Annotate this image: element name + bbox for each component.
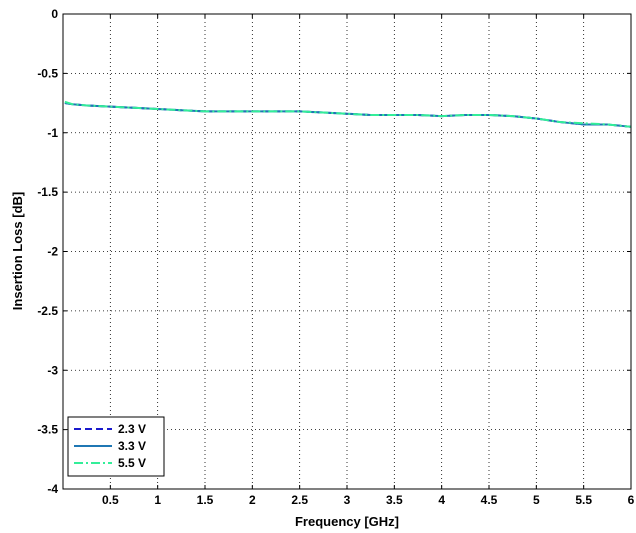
- x-axis-ticks: 0.5 1 1.5 2 2.5 3 3.5 4 4.5 5 5.5 6: [102, 14, 635, 507]
- x-tick-label: 3.5: [386, 493, 403, 507]
- x-tick-label: 4.5: [481, 493, 498, 507]
- y-tick-label: -4: [47, 482, 58, 496]
- y-tick-label: -3: [47, 363, 58, 377]
- x-tick-label: 5.5: [575, 493, 592, 507]
- y-axis-title: Insertion Loss [dB]: [10, 192, 25, 310]
- series-layer: [64, 100, 632, 128]
- y-axis-ticks: 0 -0.5 -1 -1.5 -2 -2.5 -3 -3.5 -4: [37, 7, 631, 496]
- y-tick-label: -2: [47, 245, 58, 259]
- legend-label: 3.3 V: [118, 439, 146, 453]
- x-tick-label: 1.5: [197, 493, 214, 507]
- legend-label: 2.3 V: [118, 422, 146, 436]
- x-tick-label: 1: [154, 493, 161, 507]
- x-tick-label: 2: [249, 493, 256, 507]
- legend-label: 5.5 V: [118, 456, 146, 470]
- y-tick-label: -3.5: [37, 423, 58, 437]
- x-tick-label: 6: [628, 493, 635, 507]
- y-tick-label: -2.5: [37, 304, 58, 318]
- y-tick-label: 0: [51, 7, 58, 21]
- grid: [63, 14, 631, 489]
- x-tick-label: 5: [533, 493, 540, 507]
- y-tick-label: -1.5: [37, 185, 58, 199]
- x-axis-title: Frequency [GHz]: [295, 514, 399, 529]
- x-tick-label: 4: [438, 493, 445, 507]
- legend: 2.3 V 3.3 V 5.5 V: [67, 416, 165, 477]
- series-line-3: [64, 100, 632, 128]
- y-tick-label: -0.5: [37, 66, 58, 80]
- y-tick-label: -1: [47, 126, 58, 140]
- x-tick-label: 0.5: [102, 493, 119, 507]
- x-tick-label: 2.5: [291, 493, 308, 507]
- x-tick-label: 3: [344, 493, 351, 507]
